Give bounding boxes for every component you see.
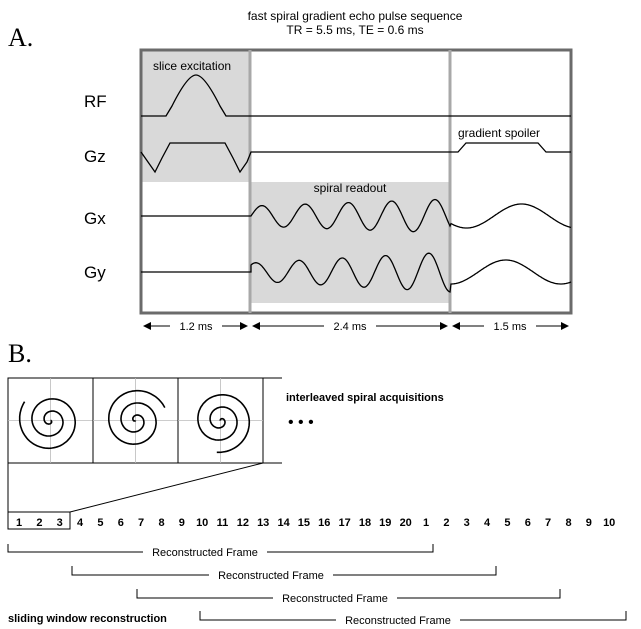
spiral-box-2 — [92, 377, 179, 464]
first-window-box — [7, 511, 71, 530]
reconstructed-frame-4: Reconstructed Frame — [199, 611, 627, 627]
reconstructed-frame-1: Reconstructed Frame — [7, 544, 434, 559]
frame-number: 17 — [338, 517, 350, 529]
spiral-box-3 — [177, 377, 264, 464]
sliding-window-label: sliding window reconstruction — [8, 613, 167, 625]
frame-number: 10 — [196, 517, 208, 529]
frame-number: 4 — [77, 517, 84, 529]
reconstructed-frame-label: Reconstructed Frame — [282, 593, 388, 605]
frame-number: 4 — [484, 517, 491, 529]
zoom-line-diagonal — [69, 462, 264, 513]
reconstructed-frame-label: Reconstructed Frame — [218, 570, 324, 582]
frame-number: 3 — [464, 517, 470, 529]
frame-number: 9 — [586, 517, 592, 529]
sequence-frame — [139, 48, 573, 315]
duration-label-readout: 2.4 ms — [333, 321, 367, 333]
frame-number-row: 1 2 3 4 5 6 7 8 9 10 11 12 13 14 15 16 17 18 19 20 1 2 3 4 5 6 7 8 9… — [16, 517, 615, 529]
reconstructed-frame-label: Reconstructed Frame — [345, 615, 451, 627]
frame-number: 9 — [179, 517, 185, 529]
frame-number: 12 — [237, 517, 249, 529]
frame-number: 14 — [277, 517, 290, 529]
frame-number: 18 — [359, 517, 371, 529]
frame-number: 3 — [57, 517, 63, 529]
frame-number: 5 — [97, 517, 103, 529]
channel-label-rf: RF — [84, 92, 107, 111]
channel-label-gx: Gx — [84, 209, 106, 228]
channel-label-gz: Gz — [84, 147, 106, 166]
frame-number: 20 — [400, 517, 412, 529]
reconstructed-frame-2: Reconstructed Frame — [71, 566, 497, 582]
spiral-box-1 — [7, 377, 94, 464]
duration-label-excitation: 1.2 ms — [179, 321, 213, 333]
sequence-subtitle: TR = 5.5 ms, TE = 0.6 ms — [286, 23, 423, 37]
duration-label-spoiler: 1.5 ms — [493, 321, 527, 333]
ellipsis: • • • — [288, 414, 314, 431]
spiral-readout-label: spiral readout — [314, 181, 387, 195]
panel-b-letter: B. — [8, 339, 32, 368]
rf-waveform — [141, 74, 571, 117]
spiral-trajectory — [18, 398, 76, 450]
gradient-spoiler-label: gradient spoiler — [458, 126, 540, 140]
frame-number: 8 — [158, 517, 164, 529]
reconstructed-frame-3: Reconstructed Frame — [136, 589, 561, 605]
channel-label-gy: Gy — [84, 263, 106, 282]
frame-number: 8 — [565, 517, 571, 529]
spiral-readout-region — [251, 182, 449, 303]
frame-number: 16 — [318, 517, 330, 529]
gy-waveform — [141, 252, 572, 293]
slice-excitation-label: slice excitation — [153, 59, 231, 73]
panel-a-letter: A. — [8, 23, 33, 52]
gz-waveform — [140, 142, 571, 174]
frame-number: 15 — [298, 517, 310, 529]
spiral-trajectory — [197, 394, 251, 454]
frame-number: 2 — [36, 517, 42, 529]
spiral-trajectory — [108, 389, 166, 446]
reconstructed-frame-label: Reconstructed Frame — [152, 547, 258, 559]
interleaved-label: interleaved spiral acquisitions — [286, 392, 444, 404]
frame-number: 7 — [545, 517, 551, 529]
frame-number: 13 — [257, 517, 269, 529]
sequence-title: fast spiral gradient echo pulse sequence — [248, 9, 463, 23]
frame-number: 19 — [379, 517, 391, 529]
frame-number: 1 — [16, 517, 22, 529]
frame-number: 1 — [423, 517, 429, 529]
frame-number: 7 — [138, 517, 144, 529]
frame-number: 5 — [504, 517, 510, 529]
frame-number: 6 — [525, 517, 531, 529]
gx-waveform — [141, 198, 572, 233]
frame-number: 6 — [118, 517, 124, 529]
frame-number: 10 — [603, 517, 615, 529]
frame-number: 11 — [217, 517, 229, 529]
frame-number: 2 — [443, 517, 449, 529]
